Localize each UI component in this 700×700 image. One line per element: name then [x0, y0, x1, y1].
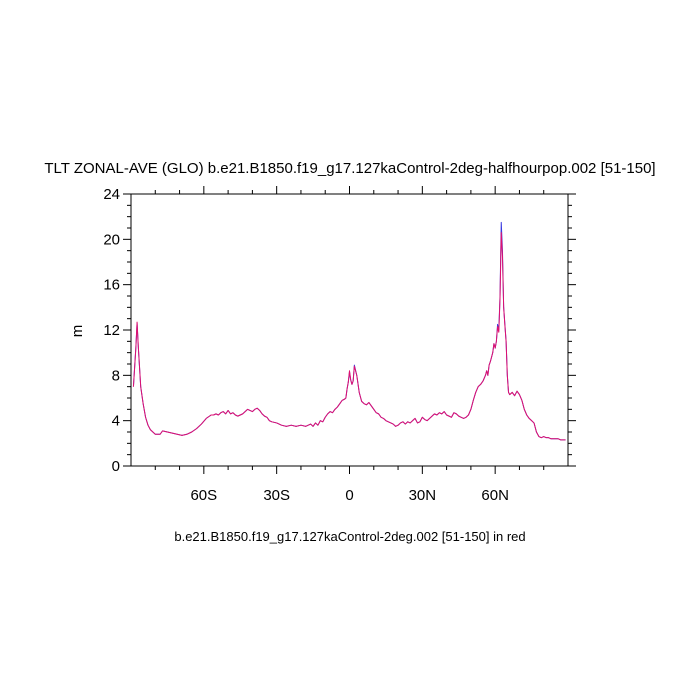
- axis-ticks: [123, 186, 576, 474]
- series-line-2: [132, 232, 566, 441]
- x-tick-label: 30S: [263, 487, 290, 504]
- y-tick-label: 20: [103, 231, 120, 248]
- y-tick-label: 8: [112, 367, 120, 384]
- chart-title: TLT ZONAL-AVE (GLO) b.e21.B1850.f19_g17.…: [44, 160, 655, 177]
- x-tick-label: 60S: [190, 487, 217, 504]
- y-tick-label: 12: [103, 322, 120, 339]
- x-tick-label: 0: [345, 487, 353, 504]
- axis-tick-labels: 0 4 8 12 16 20 24 60S 30S 0 30N 60N: [103, 186, 509, 504]
- y-tick-label: 0: [112, 458, 120, 475]
- x-tick-label: 30N: [409, 487, 437, 504]
- plot-frame: [130, 193, 569, 467]
- y-axis-label: m: [69, 325, 86, 338]
- data-series: [132, 221, 566, 441]
- x-axis-label: b.e21.B1850.f19_g17.127kaControl-2deg.00…: [174, 529, 525, 544]
- y-tick-label: 24: [103, 186, 120, 203]
- x-tick-label: 60N: [481, 487, 509, 504]
- y-tick-label: 4: [112, 413, 120, 430]
- y-tick-label: 16: [103, 277, 120, 294]
